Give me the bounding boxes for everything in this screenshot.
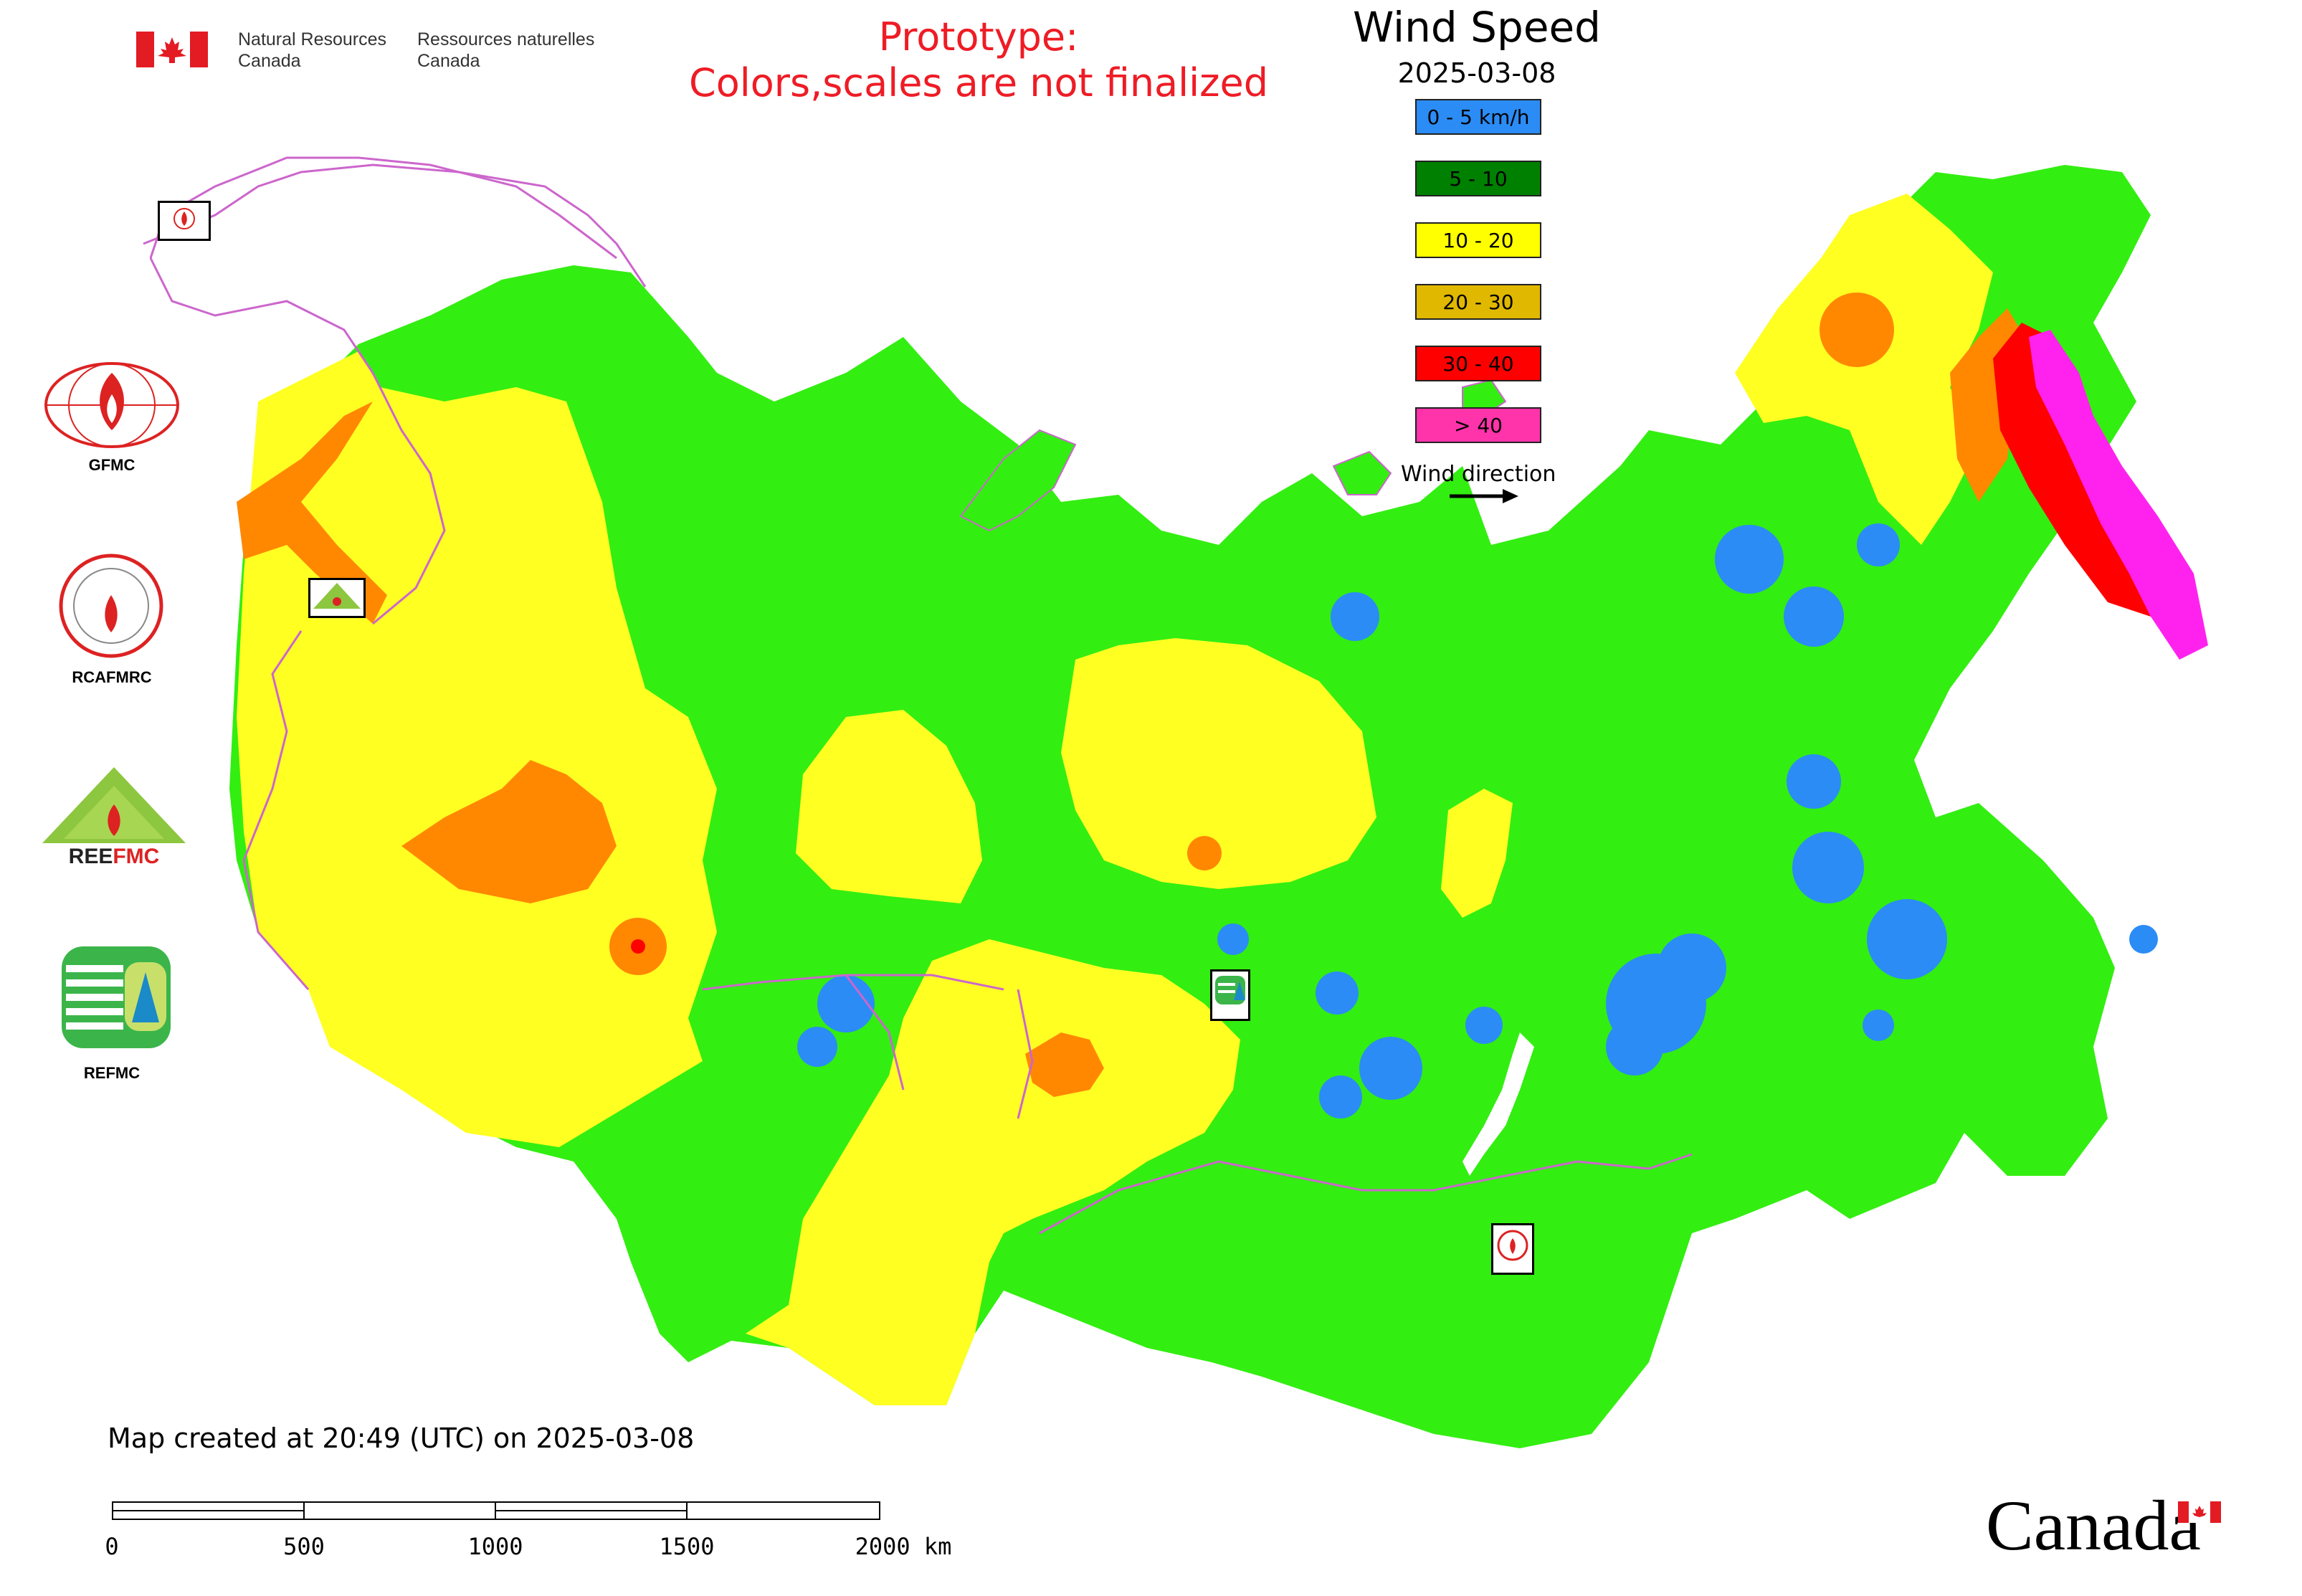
gfmc-label: GFMC [88, 456, 135, 474]
gfmc-logo-icon [40, 358, 184, 452]
legend-item-over-40: > 40 [1415, 407, 1541, 443]
gov-name-english: Natural Resources Canada [238, 29, 387, 71]
wind-direction-arrow-icon [1448, 488, 1520, 508]
canada-wordmark: Canada [1986, 1484, 2201, 1567]
scale-label-1000: 1000 [467, 1533, 523, 1560]
legend-label: > 40 [1454, 413, 1503, 437]
legend-item-10-20: 10 - 20 [1415, 222, 1541, 258]
magenta-region-kamchatka [2029, 330, 2208, 660]
scandinavia-outline [149, 156, 617, 260]
yellow-region-far-east [1735, 194, 1993, 545]
canada-flag-icon [136, 32, 208, 67]
refmc-logo-icon [59, 944, 173, 1051]
scale-label-0: 0 [105, 1533, 119, 1560]
legend-label: 0 - 5 km/h [1427, 105, 1530, 129]
yellow-region-central-west [796, 710, 982, 903]
map-date: 2025-03-08 [1397, 57, 1556, 89]
low-wind-spots [797, 523, 2158, 1118]
map-created-timestamp: Map created at 20:49 (UTC) on 2025-03-08 [108, 1422, 695, 1454]
scale-bar [112, 1501, 880, 1521]
legend-label: 10 - 20 [1442, 228, 1514, 252]
orange-region-northwest [237, 402, 387, 624]
orange-spot-far-east [1820, 293, 1894, 367]
map-title: Wind Speed [1352, 3, 1602, 52]
refmc-label: REFMC [83, 1064, 141, 1082]
red-spot-west [631, 939, 645, 954]
wind-direction-label: Wind direction [1401, 462, 1556, 487]
arctic-islands [959, 379, 1507, 532]
reefmc-map-marker-icon [308, 578, 366, 618]
legend-label: 20 - 30 [1442, 290, 1514, 314]
yellow-region-south [746, 939, 1240, 1405]
country-borders [143, 163, 1693, 1235]
prototype-line-1: Prototype: [878, 14, 1079, 60]
canada-wordmark-flag-icon [2178, 1501, 2221, 1523]
reefmc-logo-icon: REEFMC [39, 764, 189, 872]
yellow-region-east-1 [1441, 789, 1513, 918]
prototype-line-2: Colors,scales are not finalized [689, 60, 1268, 105]
canada-wordmark-text: Canada [1986, 1486, 2201, 1565]
yellow-region-central [1061, 638, 1376, 889]
gov-name-french: Ressources naturelles Canada [417, 29, 595, 71]
gfmc-small-logo-icon [158, 201, 211, 241]
scale-label-500: 500 [283, 1533, 325, 1560]
legend-label: 30 - 40 [1442, 351, 1514, 376]
legend-label: 5 - 10 [1449, 166, 1508, 191]
svg-text:REEFMC: REEFMC [69, 845, 160, 868]
yellow-region-west [237, 351, 717, 1147]
prototype-notice: Prototype: Colors,scales are not finaliz… [645, 14, 1312, 106]
refmc-map-marker-icon [1210, 969, 1250, 1021]
legend-item-20-30: 20 - 30 [1415, 284, 1541, 320]
legend-item-5-10: 5 - 10 [1415, 161, 1541, 196]
orange-region-west [401, 760, 617, 903]
legend-item-30-40: 30 - 40 [1415, 346, 1541, 381]
scale-label-1500: 1500 [659, 1533, 715, 1560]
rcafmrc-logo-icon [57, 552, 165, 660]
lake-baikal [1462, 1032, 1534, 1176]
orange-region-south [1025, 1032, 1104, 1097]
legend-item-0-5: 0 - 5 km/h [1415, 99, 1541, 135]
rcafmrc-label: RCAFMRC [72, 668, 152, 686]
rcafmrc-map-marker-icon [1491, 1223, 1534, 1275]
orange-spot-central [1187, 836, 1222, 870]
scale-label-2000: 2000 km [855, 1533, 952, 1560]
